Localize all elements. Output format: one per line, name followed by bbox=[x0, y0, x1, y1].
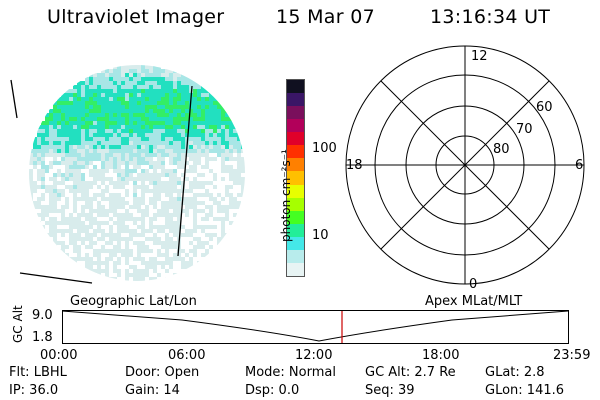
status-glat: GLat: 2.8 bbox=[485, 365, 545, 380]
lat-label-60: 60 bbox=[536, 100, 553, 115]
timeline-xtick-0000: 00:00 bbox=[40, 348, 78, 363]
colorbar-band bbox=[287, 184, 304, 198]
colorbar-band bbox=[287, 249, 304, 263]
auroral-image-pixels bbox=[29, 65, 245, 281]
lat-label-70: 70 bbox=[516, 122, 533, 137]
timeline-ytick-top: 9.0 bbox=[32, 308, 53, 323]
colorbar-band bbox=[287, 145, 304, 159]
orbit-altitude-timeline bbox=[62, 310, 569, 344]
frame-edge-line-bottom bbox=[19, 272, 93, 284]
timeline-xtick-1200: 12:00 bbox=[295, 348, 333, 363]
lat-label-80: 80 bbox=[493, 142, 510, 157]
timeline-ytick-bottom: 1.8 bbox=[32, 330, 53, 345]
timeline-title-right: Apex MLat/MLT bbox=[425, 294, 523, 309]
instrument-title: Ultraviolet Imager bbox=[47, 6, 225, 28]
colorbar-band bbox=[287, 262, 304, 276]
uv-image-panel bbox=[10, 65, 245, 284]
timeline-xtick-1800: 18:00 bbox=[422, 348, 460, 363]
colorbar-band bbox=[287, 197, 304, 211]
colorbar-band bbox=[287, 119, 304, 133]
colorbar-band bbox=[287, 171, 304, 185]
mlt-label-12: 12 bbox=[471, 49, 488, 64]
status-glon: GLon: 141.6 bbox=[485, 383, 565, 398]
status-dsp: Dsp: 0.0 bbox=[245, 383, 300, 398]
mlt-label-6: 6 bbox=[575, 158, 583, 173]
colorbar-band bbox=[287, 158, 304, 172]
colorbar-band bbox=[287, 93, 304, 107]
status-gain: Gain: 14 bbox=[125, 383, 180, 398]
colorbar-band bbox=[287, 80, 304, 94]
colorbar bbox=[286, 79, 305, 277]
colorbar-band bbox=[287, 210, 304, 224]
timeline-title-left: Geographic Lat/Lon bbox=[70, 294, 197, 309]
timeline-xtick-0600: 06:00 bbox=[168, 348, 206, 363]
terminator-line bbox=[177, 85, 193, 257]
timeline-ylabel: GC Alt bbox=[11, 305, 25, 343]
status-door: Door: Open bbox=[125, 365, 200, 380]
image-date: 15 Mar 07 bbox=[276, 6, 375, 28]
colorbar-label: photon cm⁻²s⁻¹ bbox=[279, 149, 293, 242]
status-mode: Mode: Normal bbox=[245, 365, 336, 380]
status-filter: Flt: LBHL bbox=[9, 365, 67, 380]
mlt-label-0: 0 bbox=[469, 277, 477, 290]
status-gc-alt: GC Alt: 2.7 Re bbox=[365, 365, 456, 380]
image-time: 13:16:34 UT bbox=[430, 6, 551, 28]
colorbar-tick-100: 100 bbox=[312, 141, 337, 156]
mlt-label-18: 18 bbox=[346, 158, 363, 173]
frame-edge-line bbox=[10, 79, 18, 119]
status-seq: Seq: 39 bbox=[365, 383, 415, 398]
status-ip: IP: 36.0 bbox=[9, 383, 59, 398]
colorbar-tick-10: 10 bbox=[312, 228, 329, 243]
mlat-mlt-polar-grid: 12 6 0 18 60 70 80 bbox=[345, 45, 585, 290]
colorbar-band bbox=[287, 223, 304, 237]
timeline-xtick-2359: 23:59 bbox=[553, 348, 591, 363]
colorbar-band bbox=[287, 236, 304, 250]
colorbar-band bbox=[287, 106, 304, 120]
altitude-curve bbox=[62, 310, 569, 342]
colorbar-band bbox=[287, 132, 304, 146]
